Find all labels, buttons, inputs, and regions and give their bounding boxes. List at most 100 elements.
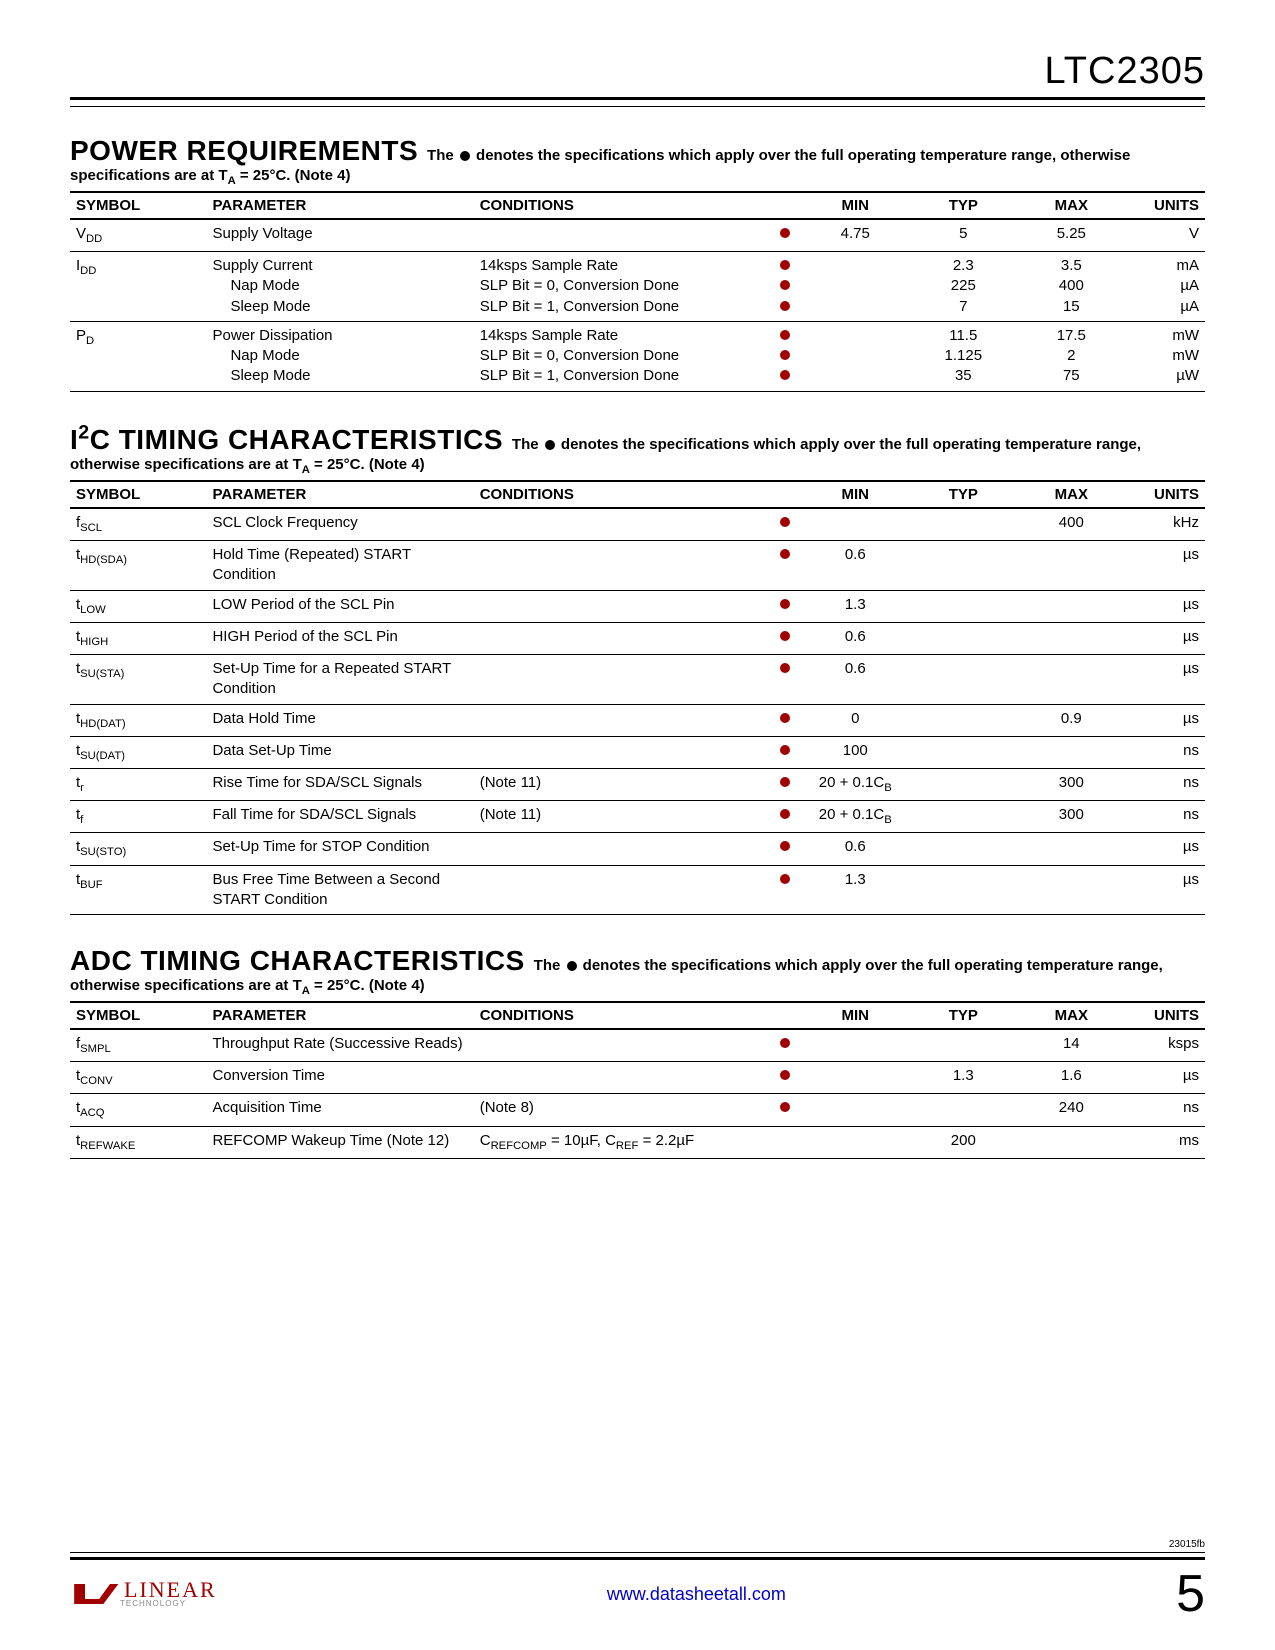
bullet-icon (780, 370, 790, 380)
bullet-icon (567, 961, 577, 971)
cell-typ (909, 590, 1017, 622)
bullet-icon (780, 301, 790, 311)
cell-conditions (474, 590, 770, 622)
cell-max (1017, 622, 1125, 654)
column-header: MAX (1017, 481, 1125, 508)
cell-typ (909, 541, 1017, 591)
cell-units: µs (1125, 590, 1205, 622)
cell-parameter: Rise Time for SDA/SCL Signals (206, 768, 473, 800)
cell-parameter: REFCOMP Wakeup Time (Note 12) (206, 1126, 473, 1158)
cell-symbol: tSU(STO) (70, 833, 206, 865)
cell-min: 1.3 (801, 865, 909, 915)
table-row: tHIGHHIGH Period of the SCL Pin0.6µs (70, 622, 1205, 654)
table-row: tHD(SDA)Hold Time (Repeated) START Condi… (70, 541, 1205, 591)
column-header: TYP (909, 481, 1017, 508)
table-row: tSU(STO)Set-Up Time for STOP Condition0.… (70, 833, 1205, 865)
table-row: tSU(STA)Set-Up Time for a Repeated START… (70, 655, 1205, 705)
cell-conditions: CREFCOMP = 10µF, CREF = 2.2µF (474, 1126, 770, 1158)
cell-max (1017, 655, 1125, 705)
cell-dot (769, 1126, 801, 1158)
cell-max: 0.9 (1017, 704, 1125, 736)
cell-units: ksps (1125, 1029, 1205, 1062)
cell-symbol: tBUF (70, 865, 206, 915)
cell-units: µs (1125, 622, 1205, 654)
cell-max: 14 (1017, 1029, 1125, 1062)
cell-units: µs (1125, 865, 1205, 915)
cell-symbol: fSCL (70, 508, 206, 541)
footer-link[interactable]: www.datasheetall.com (217, 1584, 1176, 1605)
cell-conditions (474, 1062, 770, 1094)
cell-units: µs (1125, 541, 1205, 591)
cell-typ (909, 622, 1017, 654)
table-row: tACQAcquisition Time(Note 8)240ns (70, 1094, 1205, 1126)
table-row: fSCLSCL Clock Frequency400kHz (70, 508, 1205, 541)
cell-symbol: IDD (70, 252, 206, 322)
spec-table: SYMBOLPARAMETERCONDITIONSMINTYPMAXUNITSf… (70, 480, 1205, 915)
bullet-icon (780, 228, 790, 238)
column-header: UNITS (1125, 1002, 1205, 1029)
column-header: PARAMETER (206, 192, 473, 219)
cell-max (1017, 590, 1125, 622)
cell-dot (769, 865, 801, 915)
cell-conditions: (Note 8) (474, 1094, 770, 1126)
cell-dot (769, 219, 801, 252)
cell-parameter: Supply CurrentNap ModeSleep Mode (206, 252, 473, 322)
cell-max: 3.540015 (1017, 252, 1125, 322)
cell-max (1017, 1126, 1125, 1158)
table-row: tCONVConversion Time1.31.6µs (70, 1062, 1205, 1094)
column-header: UNITS (1125, 192, 1205, 219)
cell-units: µs (1125, 704, 1205, 736)
bullet-icon (780, 599, 790, 609)
section-heading-block: ADC TIMING CHARACTERISTICS The denotes t… (70, 945, 1205, 997)
cell-typ (909, 801, 1017, 833)
footer-rule (70, 1557, 1205, 1560)
bullet-icon (780, 777, 790, 787)
column-header (769, 481, 801, 508)
cell-units: µs (1125, 1062, 1205, 1094)
cell-parameter: Data Hold Time (206, 704, 473, 736)
cell-conditions: (Note 11) (474, 801, 770, 833)
cell-dot (769, 508, 801, 541)
cell-max: 240 (1017, 1094, 1125, 1126)
bullet-icon (780, 663, 790, 673)
cell-min: 0.6 (801, 655, 909, 705)
cell-dot (769, 801, 801, 833)
column-header: CONDITIONS (474, 1002, 770, 1029)
column-header: UNITS (1125, 481, 1205, 508)
cell-units: ns (1125, 736, 1205, 768)
bullet-icon (460, 151, 470, 161)
cell-parameter: Power DissipationNap ModeSleep Mode (206, 321, 473, 391)
cell-units: mAµAµA (1125, 252, 1205, 322)
cell-max: 17.5275 (1017, 321, 1125, 391)
column-header: PARAMETER (206, 1002, 473, 1029)
cell-symbol: tHIGH (70, 622, 206, 654)
bullet-icon (780, 549, 790, 559)
cell-max (1017, 541, 1125, 591)
section-heading-block: I2C TIMING CHARACTERISTICS The denotes t… (70, 422, 1205, 476)
cell-dot (769, 321, 801, 391)
cell-conditions: (Note 11) (474, 768, 770, 800)
section-title: I2C TIMING CHARACTERISTICS (70, 424, 503, 455)
cell-typ (909, 655, 1017, 705)
cell-symbol: tREFWAKE (70, 1126, 206, 1158)
cell-min (801, 1094, 909, 1126)
cell-conditions (474, 508, 770, 541)
column-header: TYP (909, 192, 1017, 219)
cell-parameter: Hold Time (Repeated) START Condition (206, 541, 473, 591)
cell-symbol: tr (70, 768, 206, 800)
cell-conditions (474, 622, 770, 654)
spec-table: SYMBOLPARAMETERCONDITIONSMINTYPMAXUNITSV… (70, 191, 1205, 392)
cell-min: 0.6 (801, 833, 909, 865)
cell-min (801, 321, 909, 391)
bullet-icon (780, 631, 790, 641)
column-header: MIN (801, 192, 909, 219)
cell-max (1017, 865, 1125, 915)
cell-symbol: tHD(SDA) (70, 541, 206, 591)
cell-typ (909, 865, 1017, 915)
cell-conditions (474, 541, 770, 591)
bullet-icon (780, 713, 790, 723)
cell-max (1017, 736, 1125, 768)
cell-min: 20 + 0.1CB (801, 768, 909, 800)
cell-symbol: tCONV (70, 1062, 206, 1094)
table-row: fSMPLThroughput Rate (Successive Reads)1… (70, 1029, 1205, 1062)
